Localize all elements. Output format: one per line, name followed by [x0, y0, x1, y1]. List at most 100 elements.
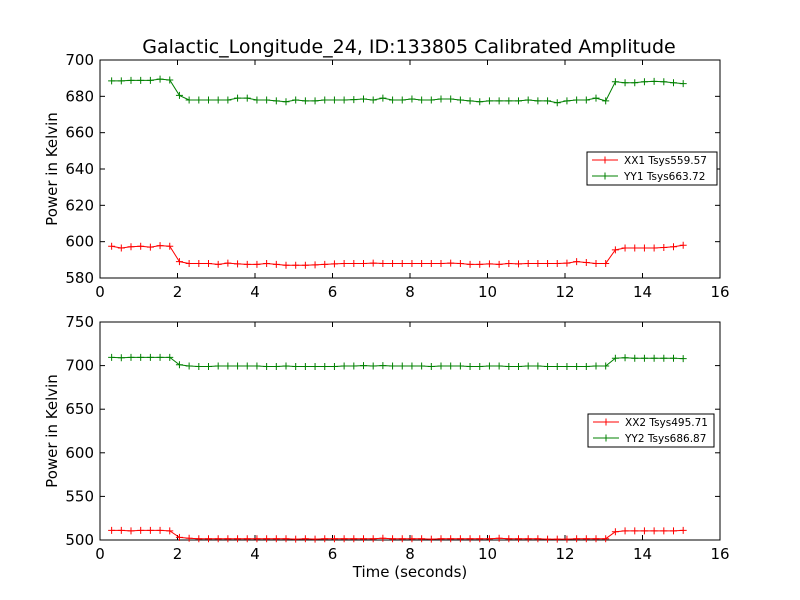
- data-point: [292, 535, 300, 543]
- data-point: [621, 354, 629, 362]
- data-point: [505, 259, 513, 267]
- legend: XX1 Tsys559.57 YY1 Tsys663.72: [586, 151, 718, 186]
- y-tick-label: 600: [65, 444, 94, 462]
- data-point: [137, 76, 145, 84]
- data-point: [476, 98, 484, 106]
- data-point: [515, 535, 522, 543]
- data-point: [582, 535, 590, 543]
- data-point: [679, 526, 687, 534]
- data-point: [360, 95, 367, 103]
- data-point: [495, 97, 503, 105]
- data-point: [592, 535, 600, 543]
- data-point: [146, 526, 154, 534]
- data-point: [350, 259, 358, 267]
- y-tick-label: 580: [65, 269, 94, 287]
- data-point: [127, 76, 135, 84]
- data-point: [679, 80, 687, 88]
- data-point: [640, 78, 648, 86]
- data-point: [524, 535, 532, 543]
- y-axis-label: Power in Kelvin: [43, 112, 61, 226]
- data-point: [272, 97, 280, 105]
- data-point: [437, 362, 445, 370]
- data-point: [127, 243, 135, 251]
- series-2: [108, 75, 687, 107]
- data-point: [582, 96, 590, 104]
- data-point: [592, 362, 600, 370]
- data-point: [437, 535, 445, 543]
- data-point: [205, 362, 212, 370]
- x-tick-label: 14: [633, 545, 652, 563]
- data-point: [350, 96, 358, 104]
- data-point: [214, 260, 222, 268]
- data-point: [418, 362, 426, 370]
- data-point: [175, 533, 183, 541]
- data-point: [563, 259, 571, 267]
- data-point: [582, 259, 590, 267]
- data-point: [166, 527, 174, 535]
- x-tick-label: 12: [555, 283, 574, 301]
- data-point: [631, 527, 639, 535]
- data-point: [205, 535, 212, 543]
- data-point: [301, 261, 309, 269]
- data-point: [660, 354, 668, 362]
- data-point: [670, 243, 677, 251]
- data-point: [544, 97, 552, 105]
- data-point: [146, 353, 154, 361]
- data-point: [263, 259, 271, 267]
- data-point: [360, 362, 367, 370]
- data-point: [466, 362, 474, 370]
- data-point: [108, 77, 116, 85]
- data-point: [534, 259, 542, 267]
- data-point: [611, 78, 619, 86]
- series-line: [111, 529, 684, 540]
- data-point: [611, 354, 619, 362]
- data-point: [553, 535, 561, 543]
- legend-entry: YY2 Tsys686.87: [624, 433, 706, 445]
- x-tick-label: 4: [250, 283, 260, 301]
- data-point: [282, 98, 290, 106]
- data-point: [137, 353, 145, 361]
- data-point: [660, 527, 668, 535]
- data-point: [282, 362, 290, 370]
- legend-marker: [601, 172, 609, 180]
- data-point: [108, 242, 116, 250]
- x-tick-label: 10: [478, 283, 497, 301]
- data-point: [234, 535, 242, 543]
- data-point: [447, 259, 455, 267]
- data-point: [234, 94, 242, 102]
- data-point: [234, 260, 242, 268]
- data-point: [573, 362, 581, 370]
- data-point: [427, 535, 435, 543]
- y-tick-label: 650: [65, 400, 94, 418]
- data-point: [282, 261, 290, 269]
- data-point: [379, 534, 387, 542]
- data-point: [301, 535, 309, 543]
- data-point: [640, 354, 648, 362]
- data-point: [253, 260, 261, 268]
- data-point: [195, 535, 203, 543]
- data-point: [553, 362, 561, 370]
- data-point: [679, 241, 687, 249]
- y-axis-label: Power in Kelvin: [43, 374, 61, 488]
- x-tick-label: 6: [328, 545, 338, 563]
- data-point: [330, 96, 338, 104]
- data-point: [650, 354, 658, 362]
- data-point: [292, 362, 300, 370]
- data-point: [466, 97, 474, 105]
- series-1: [108, 526, 687, 543]
- legend: XX2 Tsys495.71 YY2 Tsys686.87: [587, 413, 715, 448]
- data-point: [398, 362, 406, 370]
- data-point: [553, 259, 561, 267]
- data-point: [495, 534, 503, 542]
- data-point: [137, 526, 145, 534]
- data-point: [195, 96, 203, 104]
- series-1: [108, 241, 687, 269]
- data-point: [321, 96, 329, 104]
- data-point: [456, 96, 464, 104]
- data-point: [243, 535, 251, 543]
- data-point: [631, 244, 639, 252]
- top-panel: 0 2 4 6 8 10 12 14 16 580 600 620 640 660 680 700 Power …: [43, 51, 730, 301]
- data-point: [224, 535, 232, 543]
- data-point: [670, 79, 677, 87]
